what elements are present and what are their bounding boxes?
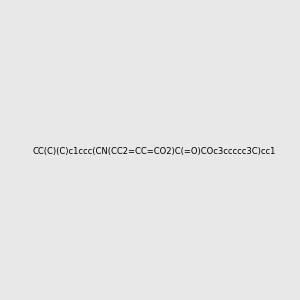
Text: CC(C)(C)c1ccc(CN(CC2=CC=CO2)C(=O)COc3ccccc3C)cc1: CC(C)(C)c1ccc(CN(CC2=CC=CO2)C(=O)COc3ccc… xyxy=(32,147,275,156)
